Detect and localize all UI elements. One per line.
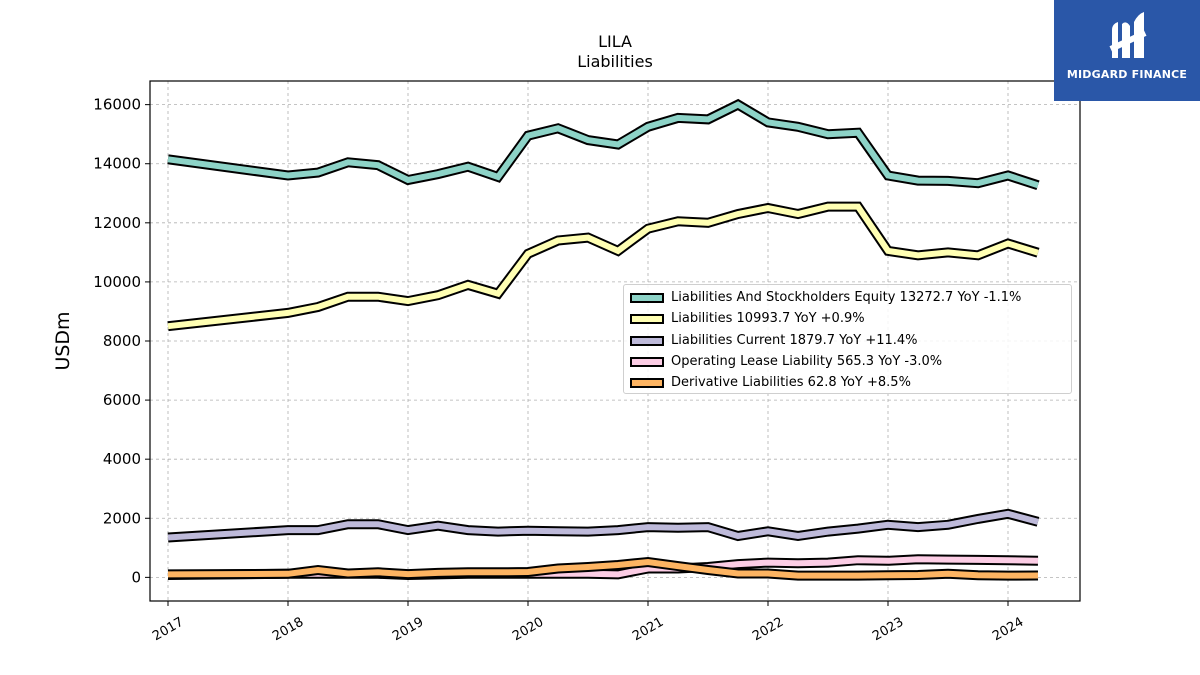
y-tick-label: 16000 (93, 96, 141, 114)
chart-subtitle: Liabilities (577, 52, 653, 71)
y-axis-label: USDm (52, 311, 74, 370)
series-line-liabilities-and-stockholders-equity (167, 101, 1039, 189)
y-tick-label: 10000 (93, 273, 141, 291)
y-axis-ticks: 0 2000 4000 6000 8000 10000 12000 14000 16000 (93, 96, 150, 586)
x-tick-label: 2024 (990, 615, 1026, 645)
legend-label: Operating Lease Liability 565.3 YoY -3.0… (671, 353, 943, 369)
legend-label: Derivative Liabilities 62.8 YoY +8.5% (671, 375, 911, 391)
legend-label: Liabilities Current 1879.7 YoY +11.4% (671, 332, 918, 348)
y-tick-label: 6000 (103, 391, 141, 409)
legend-label: Liabilities And Stockholders Equity 1327… (671, 290, 1022, 305)
x-tick-label: 2019 (390, 615, 426, 645)
x-tick-label: 2021 (630, 615, 666, 645)
y-tick-label: 2000 (103, 509, 141, 527)
legend-swatch (630, 314, 664, 325)
x-tick-label: 2018 (270, 615, 306, 645)
legend: Liabilities And Stockholders Equity 1327… (623, 284, 1072, 394)
logo-text: MIDGARD FINANCE (1066, 68, 1188, 81)
x-tick-label: 2020 (510, 615, 546, 645)
y-tick-label: 12000 (93, 214, 141, 232)
legend-swatch (630, 378, 664, 389)
y-tick-label: 8000 (103, 332, 141, 350)
chart-title: LILA (598, 32, 632, 51)
x-tick-label: 2023 (870, 615, 906, 645)
x-axis-ticks: 2017 2018 2019 2020 2021 2022 2023 2024 (150, 601, 1026, 644)
legend-label: Liabilities 10993.7 YoY +0.9% (671, 311, 865, 327)
series-lines (167, 98, 1040, 581)
midgard-finance-logo: MIDGARD FINANCE (1054, 0, 1200, 101)
x-tick-label: 2017 (150, 615, 186, 645)
legend-swatch (630, 356, 664, 367)
series-line-derivative-liabilities (167, 558, 1039, 579)
legend-swatch (630, 335, 664, 346)
y-tick-label: 4000 (103, 450, 141, 468)
legend-swatch (630, 293, 664, 303)
series-line-liabilities (167, 203, 1039, 330)
series-line-liabilities-current (167, 510, 1039, 541)
x-tick-label: 2022 (750, 615, 786, 645)
y-tick-label: 0 (131, 568, 141, 586)
logo-mark-icon (1109, 12, 1147, 58)
y-tick-label: 14000 (93, 155, 141, 173)
